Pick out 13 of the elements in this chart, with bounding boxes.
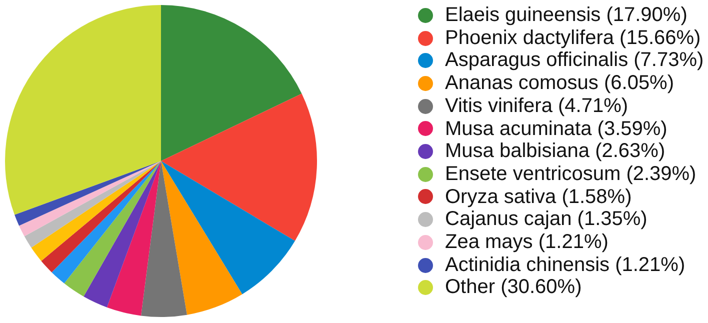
legend-label: Zea mays (1.21%) — [445, 231, 608, 254]
legend-label: Phoenix dactylifera (15.66%) — [445, 26, 701, 50]
legend-label: Oryza sativa (1.58%) — [445, 186, 632, 208]
legend-label: Cajanus cajan (1.35%) — [445, 208, 648, 232]
legend-label: Musa acuminata (3.59%) — [445, 118, 668, 140]
legend-label: Ensete ventricosum (2.39%) — [445, 162, 696, 186]
legend-label: Elaeis guineensis (17.90%) — [445, 4, 688, 27]
legend-label: Other (30.60%) — [445, 276, 582, 300]
legend-label: Musa balbisiana (2.63%) — [445, 140, 666, 163]
legend-label: Ananas comosus (6.05%) — [445, 72, 674, 95]
legend-label: Actinidia chinensis (1.21%) — [445, 254, 686, 276]
legend-label: Vitis vinifera (4.71%) — [445, 94, 628, 118]
legend-label: Asparagus officinalis (7.73%) — [445, 49, 704, 72]
